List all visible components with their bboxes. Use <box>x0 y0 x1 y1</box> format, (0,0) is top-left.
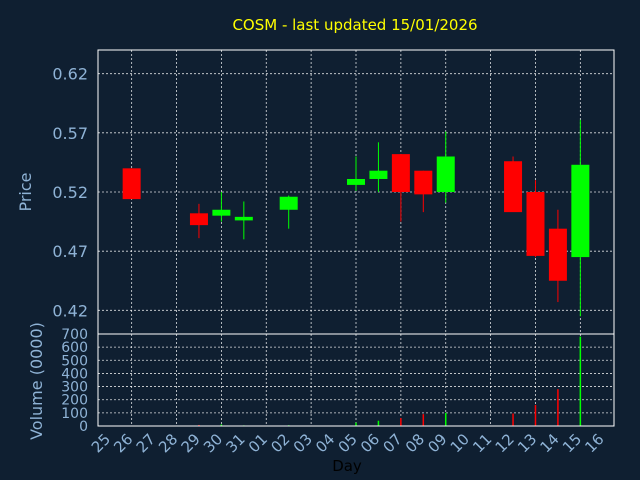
candle-body <box>347 178 365 185</box>
candle-body <box>234 216 253 221</box>
price-tick-label: 0.47 <box>52 242 88 261</box>
volume-tick-label: 100 <box>61 406 88 422</box>
candle-body <box>189 213 208 226</box>
candle-body <box>526 192 545 256</box>
candle-body <box>414 170 433 195</box>
volume-bar <box>512 413 514 426</box>
candles <box>122 119 590 317</box>
price-axis-label: Price <box>16 172 35 211</box>
volume-frame <box>97 333 615 427</box>
volume-axis-label: Volume (0000) <box>27 322 46 440</box>
candle-body <box>212 209 231 216</box>
candle-body <box>369 170 388 179</box>
volume-grid <box>98 334 614 426</box>
candle-body <box>122 168 141 200</box>
volume-bar <box>377 420 380 426</box>
candle-body <box>548 228 567 281</box>
price-panel: 0.42 0.47 0.52 0.57 0.62 <box>52 49 615 335</box>
volume-bar <box>444 412 447 426</box>
volume-bar <box>355 422 357 426</box>
candle-body <box>436 156 455 192</box>
volume-tick-label: 600 <box>61 340 88 356</box>
x-axis-label: Day <box>332 457 362 475</box>
x-ticks: 2526272829303101020304050607080910111213… <box>88 430 608 456</box>
volume-bar <box>534 404 537 426</box>
candle-body <box>504 161 523 213</box>
candle-body <box>391 154 410 192</box>
volume-bar <box>579 336 582 426</box>
volume-tick-label: 400 <box>61 366 88 382</box>
x-tick-label: 16 <box>581 430 607 456</box>
volume-bar <box>557 389 559 426</box>
price-tick-label: 0.42 <box>52 301 88 320</box>
price-tick-label: 0.57 <box>52 124 88 143</box>
volume-tick-label: 200 <box>61 393 88 409</box>
volume-bar <box>400 418 402 426</box>
price-tick-label: 0.52 <box>52 183 88 202</box>
volume-bar <box>198 424 200 426</box>
volume-tick-label: 0 <box>79 419 88 435</box>
volume-tick-label: 700 <box>61 327 88 343</box>
volume-tick-label: 300 <box>61 380 88 396</box>
price-tick-label: 0.62 <box>52 65 88 84</box>
volume-bar <box>422 414 425 426</box>
volume-bar <box>220 424 223 426</box>
price-y-ticks: 0.42 0.47 0.52 0.57 0.62 <box>52 65 88 321</box>
volume-tick-label: 500 <box>61 353 88 369</box>
candle-body <box>571 164 590 258</box>
candle-body <box>279 196 298 210</box>
chart-title: COSM - last updated 15/01/2026 <box>232 16 477 34</box>
